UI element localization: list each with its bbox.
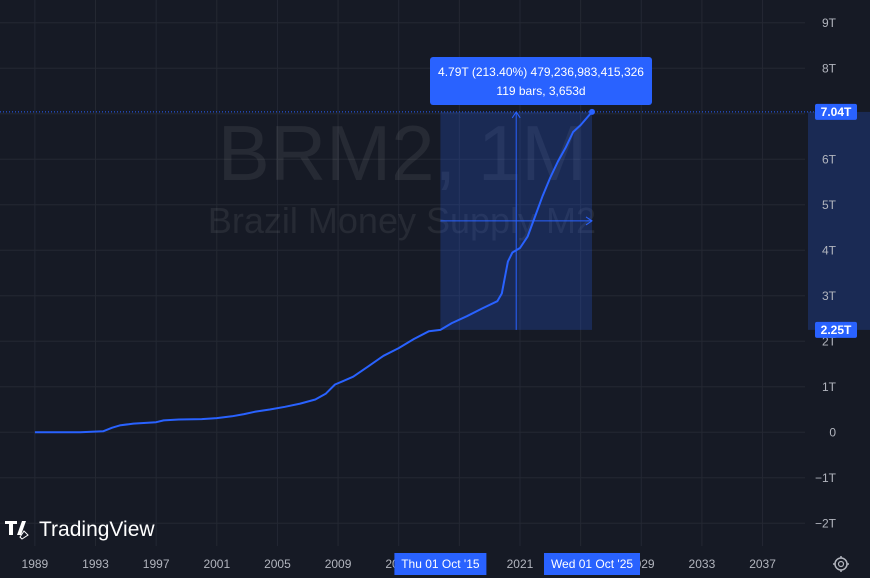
y-tick-label: 9T [822,16,837,30]
y-tick-label: 1T [822,380,837,394]
measure-price-band [808,111,870,330]
date-end-tag-text: Wed 01 Oct '25 [551,557,633,571]
x-tick-label: 1989 [22,557,49,571]
last-value-tag: 7.04T [815,103,857,120]
x-tick-label: 2005 [264,557,291,571]
y-tick-label: 5T [822,198,837,212]
measure-tooltip: 4.79T (213.40%) 479,236,983,415,326 119 … [430,57,652,105]
last-value-tag-text: 7.04T [821,105,852,119]
y-tick-label: 6T [822,152,837,166]
x-tick-label: 2033 [689,557,716,571]
x-tick-label: 1997 [143,557,170,571]
tradingview-logo-icon [5,521,29,540]
tradingview-logo-text: TradingView [39,518,155,541]
tradingview-logo[interactable]: TradingView [5,518,155,541]
series-end-point [589,108,596,115]
y-tick-label: −1T [815,471,837,485]
date-start-tag: Thu 01 Oct '15 [394,553,487,575]
gear-icon[interactable] [833,556,849,572]
y-tick-label: 3T [822,289,837,303]
y-tick-label: 4T [822,243,837,257]
y-tick-label: 0 [829,425,836,439]
measure-tooltip-bars: 119 bars, 3,653d [496,84,585,98]
measure-tooltip-change: 4.79T (213.40%) 479,236,983,415,326 [438,65,644,79]
x-tick-label: 2021 [507,557,534,571]
date-start-tag-text: Thu 01 Oct '15 [401,557,480,571]
x-tick-label: 2001 [203,557,230,571]
watermark-symbol: BRM2, 1M [218,109,586,197]
measure-horizontal-arrowhead [585,216,593,226]
series-line-brm2[interactable] [34,111,593,434]
y-tick-label: 8T [822,61,837,75]
date-end-tag: Wed 01 Oct '25 [544,553,641,575]
x-tick-label: 1993 [82,557,109,571]
grid [0,0,805,546]
x-tick-label: 2037 [749,557,776,571]
range-start-tag: 2.25T [815,321,857,338]
y-tick-label: −2T [815,516,837,530]
x-tick-label: 2009 [325,557,352,571]
range-start-tag-text: 2.25T [821,323,852,337]
